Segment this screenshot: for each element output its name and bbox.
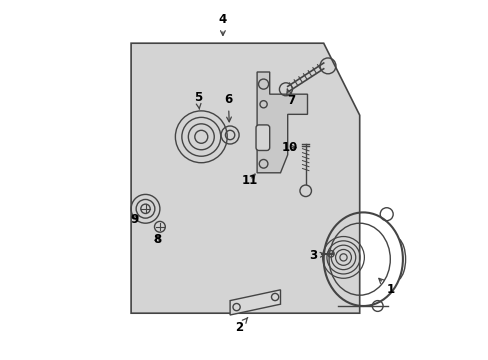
Text: 10: 10 xyxy=(281,141,297,154)
Text: 6: 6 xyxy=(224,93,232,122)
Text: 5: 5 xyxy=(193,91,202,109)
Text: 4: 4 xyxy=(218,13,226,35)
FancyBboxPatch shape xyxy=(256,125,269,150)
Text: 11: 11 xyxy=(241,174,258,186)
Polygon shape xyxy=(257,72,307,173)
Text: 2: 2 xyxy=(235,318,247,334)
Polygon shape xyxy=(230,290,280,315)
Text: 7: 7 xyxy=(286,89,295,107)
Text: 3: 3 xyxy=(308,249,325,262)
Text: 9: 9 xyxy=(130,213,139,226)
Polygon shape xyxy=(131,43,359,313)
Text: 8: 8 xyxy=(153,233,161,246)
Text: 1: 1 xyxy=(378,278,393,296)
